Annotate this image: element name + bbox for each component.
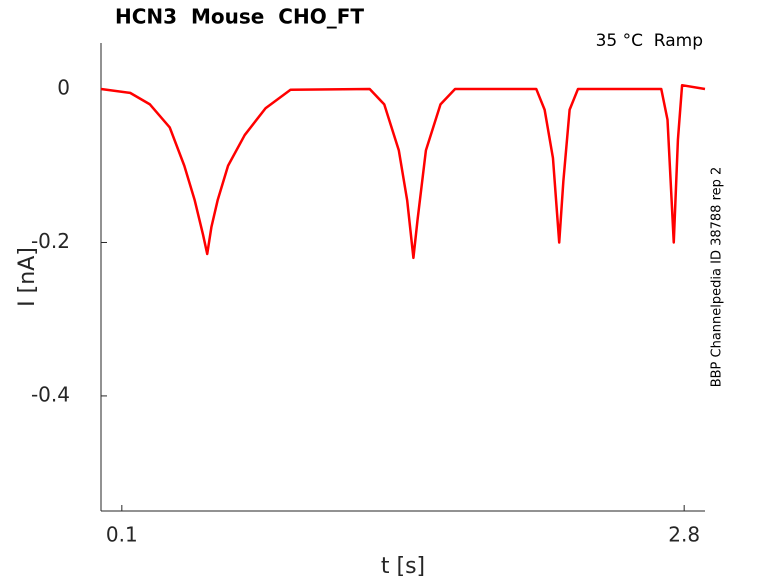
y-tick-label: -0.4	[31, 382, 70, 406]
annotation: 35 °C Ramp	[596, 31, 703, 51]
y-tick-label: 0	[57, 76, 70, 100]
y-axis-label: I [nA]	[15, 247, 40, 307]
chart-title: HCN3 Mouse CHO_FT	[115, 5, 364, 29]
trace	[100, 83, 706, 260]
side-note: BBP Channelpedia ID 38788 rep 2	[710, 167, 725, 388]
x-tick-label: 0.1	[106, 523, 138, 547]
x-axis-label: t [s]	[381, 554, 425, 579]
x-tick-label: 2.8	[668, 523, 700, 547]
y-tick-label: -0.2	[31, 229, 70, 253]
